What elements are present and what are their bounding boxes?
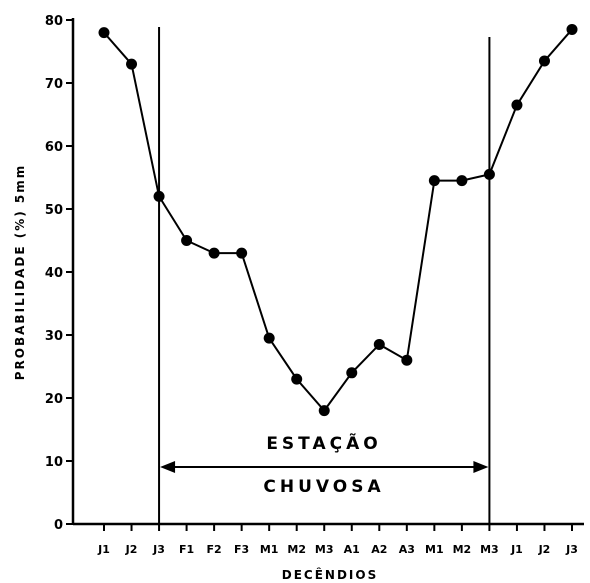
y-tick-label: 50 <box>45 203 63 218</box>
x-tick-label: J3 <box>565 543 578 556</box>
x-tick-label: M1 <box>425 543 444 556</box>
x-tick-label: J1 <box>510 543 523 556</box>
series-line <box>103 28 573 413</box>
data-point <box>208 247 220 259</box>
y-tick-label: 40 <box>45 266 63 281</box>
x-tick-label: A3 <box>399 543 415 556</box>
data-point <box>346 367 358 379</box>
x-axis-title: DECÊNDIOS <box>282 567 378 582</box>
series-group <box>98 23 578 417</box>
y-tick-label: 80 <box>45 14 63 29</box>
y-ticks: 0 10 20 30 40 50 60 70 80 <box>45 14 73 533</box>
season-boundary-lines <box>158 27 491 524</box>
x-tick-label: M2 <box>287 543 306 556</box>
x-tick-label: M2 <box>453 543 472 556</box>
season-arrow-left-head <box>160 461 176 473</box>
data-point <box>373 338 385 350</box>
x-tick-label: J3 <box>152 543 165 556</box>
data-point <box>538 55 550 67</box>
x-tick-label: J2 <box>125 543 138 556</box>
data-point <box>456 175 468 187</box>
x-tick-label: M3 <box>480 543 499 556</box>
season-arrow-right-head <box>473 461 489 473</box>
data-point <box>401 354 413 366</box>
x-tick-label: A1 <box>344 543 360 556</box>
data-point <box>126 58 138 70</box>
y-axis-title: PROBABILIDADE (%) 5mm <box>13 164 27 381</box>
data-point <box>153 190 165 202</box>
data-point <box>566 23 578 35</box>
x-tick-label: A2 <box>371 543 387 556</box>
rainy-season-annotation: ESTAÇÃO CHUVOSA <box>263 431 384 497</box>
data-point <box>263 332 275 344</box>
y-tick-label: 30 <box>45 329 63 344</box>
y-tick-label: 70 <box>45 77 63 92</box>
x-tick-label: F1 <box>179 543 194 556</box>
x-tick-label: F2 <box>207 543 222 556</box>
data-point <box>511 99 523 111</box>
data-point <box>98 27 110 39</box>
x-tick-label: M1 <box>260 543 279 556</box>
y-tick-label: 60 <box>45 140 63 155</box>
y-tick-label: 0 <box>54 518 63 533</box>
data-point <box>483 168 495 180</box>
data-point <box>236 247 248 259</box>
x-tick-label: J1 <box>97 543 110 556</box>
y-tick-label: 10 <box>45 455 63 470</box>
data-point <box>318 405 330 417</box>
x-ticks: J1 J2 J3 F1 F2 F3 M1 M2 M3 A1 A2 A3 M1 M2 M3 J1 J2 J3 <box>97 524 578 556</box>
y-tick-label: 20 <box>45 392 63 407</box>
data-point <box>291 373 303 385</box>
annotation-line1: ESTAÇÃO <box>266 431 381 454</box>
data-point <box>181 235 193 246</box>
x-tick-label: J2 <box>538 543 551 556</box>
x-tick-label: M3 <box>315 543 334 556</box>
x-tick-label: F3 <box>234 543 249 556</box>
annotation-line2: CHUVOSA <box>263 477 384 497</box>
data-point <box>428 175 440 187</box>
